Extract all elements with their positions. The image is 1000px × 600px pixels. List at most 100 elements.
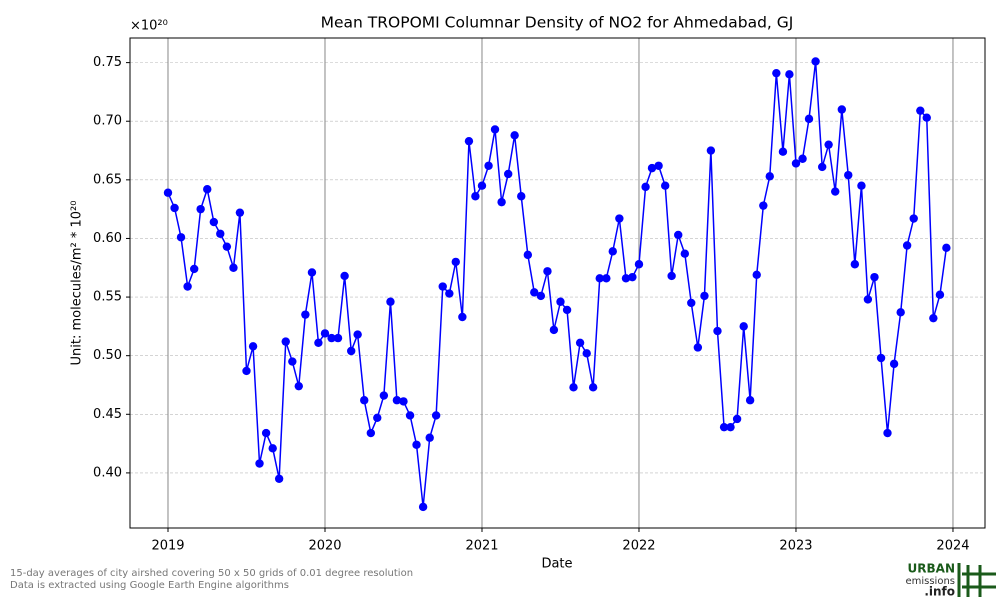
marker [464, 136, 474, 146]
y-tick-label: 0.65 [93, 172, 122, 187]
marker [399, 397, 408, 406]
marker [530, 288, 539, 297]
marker [726, 422, 735, 432]
marker [817, 162, 827, 172]
chart-title: Mean TROPOMI Columnar Density of NO2 for… [321, 14, 794, 32]
marker [235, 208, 245, 217]
marker [261, 428, 271, 438]
marker [876, 353, 886, 363]
marker [333, 333, 343, 343]
marker [870, 272, 879, 282]
y-tick-label: 0.50 [93, 348, 122, 363]
marker [497, 197, 506, 207]
marker [759, 201, 768, 210]
marker [706, 146, 716, 155]
marker [418, 502, 428, 512]
marker [320, 329, 330, 338]
marker [471, 192, 480, 201]
marker [274, 474, 284, 483]
marker [268, 444, 277, 453]
marker [693, 343, 703, 352]
marker [850, 260, 860, 269]
marker [248, 342, 258, 351]
marker [536, 291, 546, 301]
marker [255, 459, 264, 468]
marker [431, 411, 441, 420]
x-tick-label: 2020 [308, 539, 341, 554]
footnote: Data is extracted using Google Earth Eng… [10, 580, 289, 591]
marker [608, 247, 617, 256]
marker [628, 272, 637, 282]
marker [222, 242, 232, 251]
marker [889, 359, 899, 369]
marker [451, 257, 460, 267]
marker [562, 305, 572, 315]
marker [667, 271, 676, 281]
marker [680, 249, 690, 258]
marker [745, 396, 755, 405]
marker [811, 57, 820, 66]
marker [732, 414, 742, 424]
x-tick-label: 2023 [779, 539, 812, 554]
marker [458, 312, 467, 322]
marker [719, 422, 729, 432]
marker [170, 203, 179, 213]
marker [798, 154, 807, 163]
marker [556, 297, 565, 306]
marker [916, 106, 925, 115]
marker [831, 187, 840, 196]
footnote: 15-day averages of city airshed covering… [10, 568, 413, 579]
marker [445, 289, 454, 298]
marker [301, 310, 310, 319]
marker [713, 326, 722, 336]
logo-text: .info [924, 585, 955, 599]
marker [392, 396, 402, 405]
marker [405, 411, 415, 420]
marker [176, 233, 186, 242]
marker [883, 428, 892, 438]
marker [739, 322, 748, 331]
marker [929, 313, 938, 323]
marker [190, 264, 199, 274]
y-tick-label: 0.60 [93, 231, 122, 246]
marker [438, 282, 447, 291]
marker [517, 192, 526, 201]
x-tick-label: 2022 [622, 539, 655, 554]
marker [281, 337, 290, 346]
marker [896, 308, 905, 317]
y-axis-label: Unit: molecules/m² * 10²⁰ [70, 201, 85, 366]
marker [523, 250, 533, 260]
marker [844, 170, 853, 180]
logo-text: emissions [905, 576, 955, 587]
marker [634, 260, 644, 269]
marker [379, 391, 389, 400]
marker [327, 333, 336, 343]
marker [582, 349, 591, 358]
marker [183, 282, 192, 291]
marker [569, 383, 578, 392]
marker [510, 131, 519, 140]
marker [791, 159, 801, 168]
marker [229, 263, 238, 272]
marker [484, 161, 493, 170]
marker [490, 125, 500, 134]
marker [804, 114, 814, 124]
marker [242, 366, 251, 376]
line [167, 61, 948, 507]
marker [347, 346, 356, 356]
y-offset-label: ×10²⁰ [130, 19, 168, 34]
y-tick-label: 0.40 [93, 465, 122, 480]
marker [307, 268, 317, 277]
marker [543, 267, 552, 276]
logo-icon [957, 563, 996, 597]
y-tick-label: 0.75 [93, 55, 122, 70]
marker [674, 230, 683, 240]
y-tick-label: 0.55 [93, 290, 122, 305]
marker [785, 70, 794, 79]
marker [294, 381, 303, 391]
marker [824, 140, 833, 149]
marker [373, 413, 382, 423]
marker [772, 68, 781, 78]
marker [595, 274, 604, 283]
x-tick-label: 2019 [151, 539, 184, 554]
